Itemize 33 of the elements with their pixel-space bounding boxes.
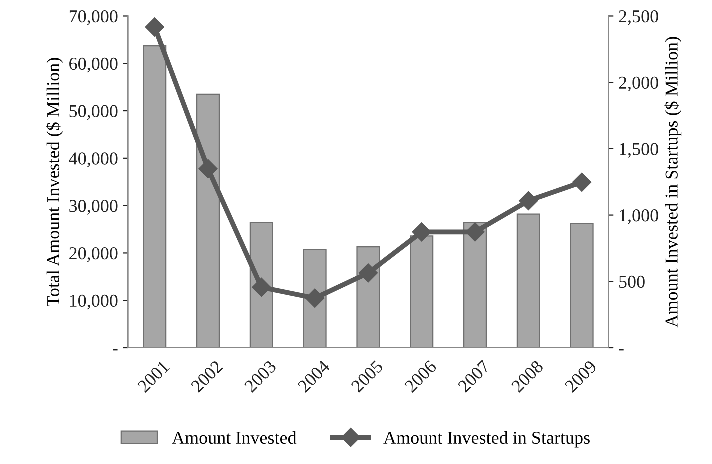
y-axis-title: Total Amount Invested ($ Million)	[46, 58, 64, 307]
bar	[516, 214, 540, 348]
y-tick-label: 30,000	[70, 200, 118, 215]
point	[145, 18, 164, 37]
y2-tick-label: 500	[620, 276, 645, 288]
legend-label: Amount Invested in Startups	[384, 431, 590, 448]
y-tick-label: 50,000	[70, 105, 118, 120]
bar	[410, 236, 434, 348]
point	[306, 288, 325, 308]
y2-tick-label: 2,500	[619, 10, 658, 26]
bar	[143, 46, 167, 348]
y-tick-label: 40,000	[69, 152, 118, 168]
legend-label: Amount Invested	[172, 431, 297, 444]
bar	[570, 223, 594, 348]
bar	[196, 94, 220, 348]
y-tick-label: 20,000	[70, 247, 118, 262]
point	[358, 264, 378, 283]
y-tick-label: 70,000	[70, 10, 118, 26]
point	[412, 222, 432, 242]
y2-tick-label: 1,000	[620, 210, 658, 224]
y-tick-label: 60,000	[70, 58, 118, 73]
y-tick-label: -	[113, 349, 118, 351]
point	[519, 191, 538, 210]
y2-tick-label: 1,500	[620, 143, 658, 158]
y2-tick-label: 2,000	[619, 76, 658, 92]
y2-axis-title: Amount Invested in Startups ($ Million)	[664, 37, 682, 328]
y2-tick-label: -	[619, 349, 624, 351]
point	[198, 159, 218, 179]
point	[252, 278, 272, 298]
point	[466, 222, 485, 242]
bar	[463, 222, 488, 348]
y-tick-label: 10,000	[70, 294, 118, 310]
point	[572, 172, 592, 192]
